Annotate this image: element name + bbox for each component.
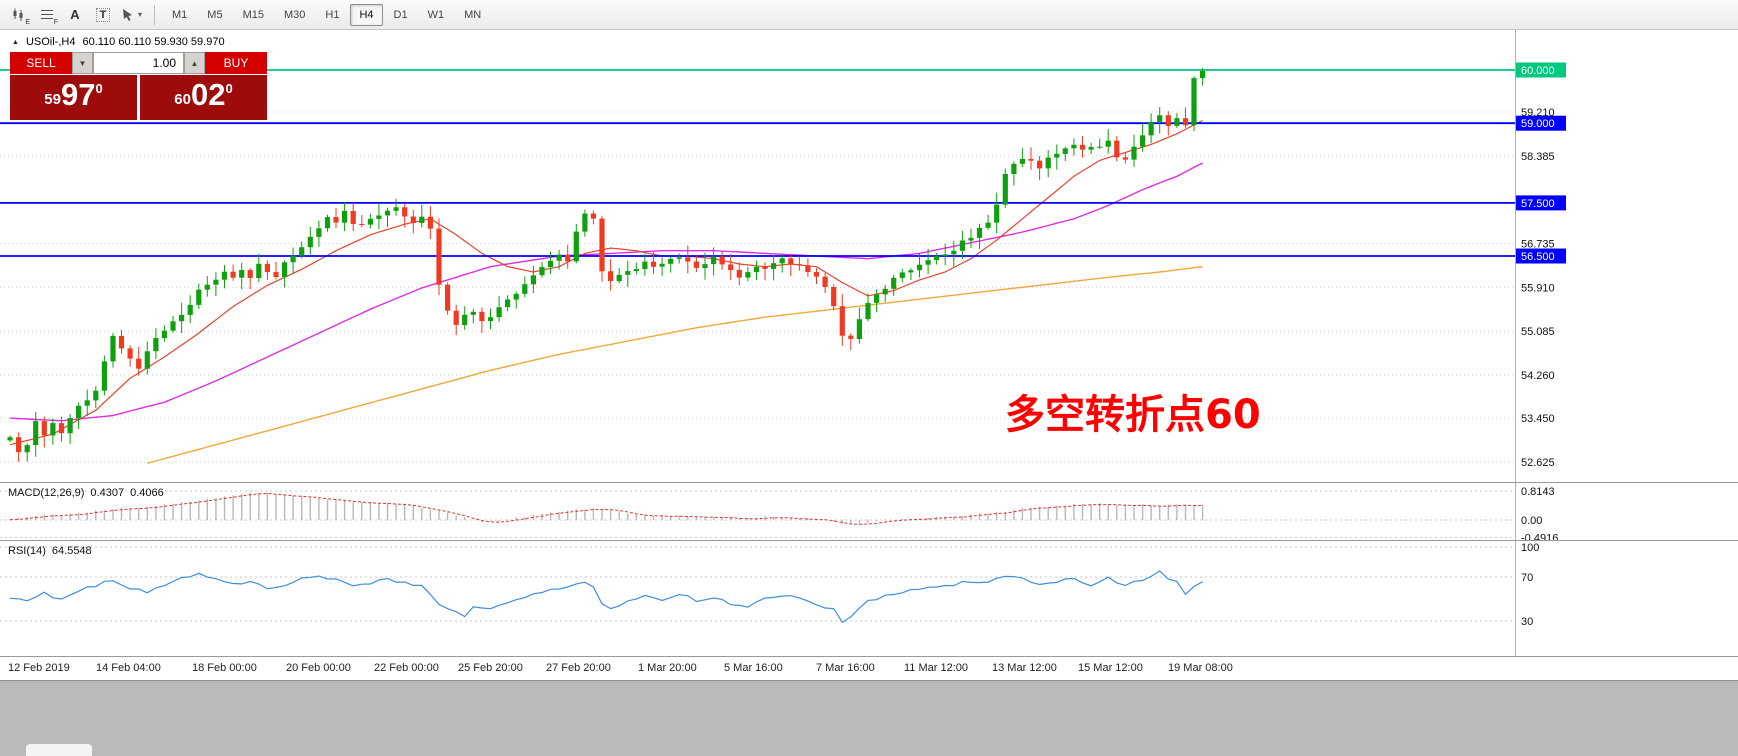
- time-axis-label: 27 Feb 20:00: [546, 662, 611, 674]
- svg-text:0.00: 0.00: [1521, 515, 1542, 527]
- taskbar-item[interactable]: [26, 744, 92, 756]
- svg-text:54.260: 54.260: [1521, 370, 1555, 382]
- buy-button[interactable]: BUY: [205, 52, 267, 74]
- svg-text:59.000: 59.000: [1521, 118, 1555, 130]
- time-axis-label: 20 Feb 00:00: [286, 662, 351, 674]
- timeframe-m30[interactable]: M30: [283, 8, 306, 21]
- indicator-window-icon[interactable]: F: [34, 3, 60, 27]
- rsi-line: [9, 570, 1203, 624]
- macd-histogram-group: [9, 492, 1204, 525]
- time-axis-label: 7 Mar 16:00: [816, 662, 875, 674]
- chevron-down-icon: ▾: [137, 10, 142, 19]
- buy-price-small: 60: [174, 91, 191, 108]
- svg-text:56.500: 56.500: [1521, 251, 1555, 263]
- top-toolbar: E F A T ▾ M1 M5 M15 M30 H1 H4 D1 W1 MN: [0, 0, 1738, 30]
- rsi-indicator-panel: 100 70 30 RSI(14) 64.5548: [0, 540, 1738, 657]
- macd-name: MACD(12,26,9): [8, 487, 85, 499]
- volume-decrease-button[interactable]: ▼: [72, 52, 93, 74]
- time-axis[interactable]: 12 Feb 2019 14 Feb 04:00 18 Feb 00:00 20 Fe…: [0, 656, 1738, 680]
- rsi-canvas[interactable]: 100 70 30: [0, 541, 1738, 657]
- time-axis-label: 14 Feb 04:00: [96, 662, 161, 674]
- svg-text:-0.4916: -0.4916: [1521, 533, 1558, 542]
- bottom-bar: [0, 680, 1738, 756]
- letter-a-glyph: A: [70, 7, 80, 22]
- svg-text:100: 100: [1521, 542, 1539, 554]
- timeframe-group: M1 M5 M15 M30 H1 H4 D1 W1 MN: [163, 3, 492, 26]
- ohlc-values: 60.110 60.110 59.930 59.970: [82, 36, 225, 48]
- rsi-value: 64.5548: [51, 545, 92, 557]
- svg-text:30: 30: [1521, 616, 1533, 628]
- buy-price-display[interactable]: 60 02 0: [140, 75, 267, 120]
- symbol-header: ▲ USOil-,H4 60.110 60.110 59.930 59.970: [12, 36, 225, 48]
- macd-label: MACD(12,26,9) 0.4307 0.4066: [8, 487, 164, 499]
- chart-window-icon[interactable]: E: [6, 3, 32, 27]
- svg-text:55.085: 55.085: [1521, 326, 1555, 338]
- time-axis-label: 12 Feb 2019: [8, 662, 70, 674]
- rsi-name: RSI(14): [8, 545, 46, 557]
- time-axis-label: 18 Feb 00:00: [192, 662, 257, 674]
- sell-price-big: 97: [60, 77, 96, 112]
- buy-price-sup: 0: [225, 81, 233, 96]
- svg-text:52.625: 52.625: [1521, 457, 1555, 469]
- timeframe-w1[interactable]: W1: [427, 8, 445, 21]
- svg-text:60.000: 60.000: [1521, 65, 1555, 77]
- candles-group: [7, 67, 1206, 462]
- svg-text:55.910: 55.910: [1521, 282, 1555, 294]
- price-chart-panel: 60.000 59.210 59.000 58.385 57.500 56.735 56.5…: [0, 30, 1738, 482]
- collapse-trade-panel-arrow[interactable]: ▲: [12, 38, 19, 46]
- toolbar-separator: [154, 4, 155, 25]
- timeframe-d1[interactable]: D1: [393, 8, 408, 21]
- price-axis: 60.00059.21059.00058.38557.50056.73556.5…: [1516, 62, 1566, 469]
- macd-indicator-panel: 0.8143 0.00 -0.4916 MACD(12,26,9) 0.4307 0…: [0, 482, 1738, 541]
- timeframe-m5[interactable]: M5: [207, 8, 223, 21]
- svg-text:70: 70: [1521, 572, 1533, 584]
- timeframe-mn[interactable]: MN: [464, 8, 482, 21]
- rsi-label: RSI(14) 64.5548: [8, 545, 92, 557]
- one-click-trading-panel: SELL ▼ 1.00 ▲ BUY 59 97 0 60 02 0: [10, 52, 267, 120]
- macd-canvas[interactable]: 0.8143 0.00 -0.4916: [0, 483, 1738, 541]
- sell-price-small: 59: [44, 91, 61, 108]
- timeframe-h4[interactable]: H4: [350, 3, 383, 26]
- symbol-label: USOil-,H4: [25, 36, 76, 48]
- svg-text:0.8143: 0.8143: [1521, 486, 1555, 498]
- letter-t-glyph: T: [95, 7, 111, 22]
- timeframe-h1[interactable]: H1: [325, 8, 340, 21]
- timeframe-m15[interactable]: M15: [242, 8, 264, 21]
- svg-text:53.450: 53.450: [1521, 413, 1555, 425]
- time-axis-label: 19 Mar 08:00: [1168, 662, 1233, 674]
- moving-averages-group: [9, 119, 1203, 464]
- timeframe-m1[interactable]: M1: [172, 8, 188, 21]
- macd-signal-line: [9, 492, 1203, 525]
- sell-button[interactable]: SELL: [10, 52, 72, 74]
- svg-text:58.385: 58.385: [1521, 151, 1555, 163]
- time-axis-label: 11 Mar 12:00: [904, 662, 969, 674]
- sell-price-sup: 0: [95, 81, 103, 96]
- time-axis-label: 15 Mar 12:00: [1078, 662, 1143, 674]
- icon-sub-label: F: [53, 18, 58, 26]
- volume-increase-button[interactable]: ▲: [184, 52, 205, 74]
- chart-annotation-text: 多空转折点60: [1005, 392, 1261, 438]
- text-annotation-icon[interactable]: A: [62, 3, 88, 27]
- volume-input[interactable]: 1.00: [93, 52, 184, 74]
- svg-text:56.735: 56.735: [1521, 239, 1555, 251]
- time-axis-label: 5 Mar 16:00: [724, 662, 783, 674]
- buy-price-big: 02: [190, 77, 226, 112]
- macd-signal-value: 0.4066: [130, 487, 164, 499]
- time-axis-label: 22 Feb 00:00: [374, 662, 439, 674]
- icon-sub-label: E: [25, 18, 30, 26]
- time-axis-label: 1 Mar 20:00: [638, 662, 697, 674]
- text-frame-icon[interactable]: T: [90, 3, 116, 27]
- time-axis-label: 25 Feb 20:00: [458, 662, 523, 674]
- svg-text:57.500: 57.500: [1521, 198, 1555, 210]
- time-axis-label: 13 Mar 12:00: [992, 662, 1057, 674]
- drawing-tool-icon[interactable]: ▾: [118, 3, 144, 27]
- sell-price-display[interactable]: 59 97 0: [10, 75, 137, 120]
- macd-main-value: 0.4307: [90, 487, 125, 499]
